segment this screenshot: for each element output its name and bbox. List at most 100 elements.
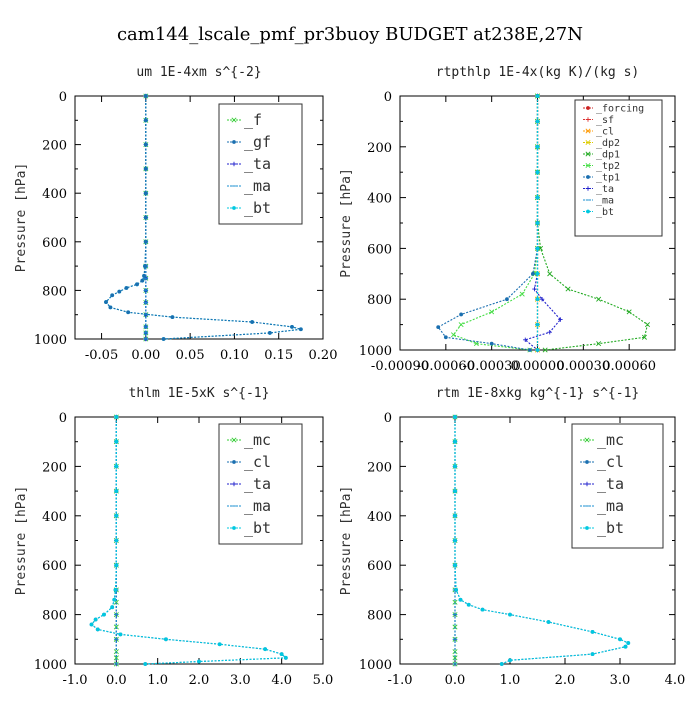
- data-point: [113, 624, 119, 630]
- series-overlay: [104, 94, 303, 341]
- panel-title: um 1E-4xm s^{-2}: [136, 65, 261, 80]
- legend-label: _bt: [244, 199, 271, 217]
- y-axis-label: Pressure [hPa]: [339, 168, 354, 278]
- data-point: [535, 322, 540, 327]
- legend-label: _dp2: [596, 138, 620, 149]
- data-point: [436, 325, 441, 330]
- series-bt: [535, 94, 540, 352]
- data-point: [118, 632, 123, 637]
- y-tick-label: 200: [42, 139, 67, 154]
- data-point: [458, 597, 463, 602]
- data-point: [452, 624, 458, 630]
- legend-label: _bt: [596, 207, 614, 218]
- data-point: [505, 297, 509, 302]
- x-tick-label: -0.00090: [371, 359, 429, 374]
- x-tick-label: 0.00060: [602, 359, 656, 374]
- x-tick-label: 0.00030: [556, 359, 610, 374]
- x-tick-label: 0.15: [264, 348, 293, 363]
- x-tick-label: 4.0: [271, 673, 292, 688]
- y-tick-label: 800: [42, 609, 67, 624]
- data-point: [535, 94, 540, 98]
- data-point: [531, 271, 535, 276]
- data-point: [143, 118, 148, 123]
- data-point: [547, 330, 552, 335]
- data-point: [623, 644, 628, 649]
- series-line: [90, 417, 288, 665]
- legend-marker: [232, 526, 236, 530]
- data-point: [466, 602, 471, 607]
- legend-marker: [586, 209, 590, 214]
- data-point: [527, 348, 532, 352]
- data-point: [443, 335, 448, 340]
- series-ta: [523, 93, 563, 353]
- data-point: [124, 286, 129, 290]
- data-point: [143, 191, 148, 196]
- data-point: [453, 489, 457, 493]
- y-tick-label: 0: [384, 411, 392, 426]
- x-tick-label: 0.00000: [511, 359, 565, 374]
- panel-4: rtm 1E-8xkg kg^{-1} s^{-1} Pressure [hPa]…: [339, 386, 685, 688]
- data-point: [126, 310, 131, 315]
- legend-label: _mc: [244, 431, 271, 449]
- x-tick-label: 3.0: [610, 673, 631, 688]
- panel-1: um 1E-4xm s^{-2} Pressure [hPa] 0 200 400 600…: [14, 65, 337, 363]
- legend-label: _cl: [244, 453, 271, 471]
- data-point: [217, 642, 222, 647]
- data-point: [110, 293, 115, 298]
- data-point: [113, 655, 119, 661]
- data-point: [459, 312, 464, 317]
- data-point: [480, 607, 485, 612]
- legend-marker: [586, 175, 590, 179]
- y-tick-label: 400: [42, 187, 67, 202]
- data-point: [542, 347, 548, 353]
- legend-label: _ta: [597, 475, 624, 493]
- legend-label: _ma: [244, 177, 271, 195]
- series-bt: [453, 415, 631, 666]
- data-point: [489, 309, 495, 315]
- legend-label: _dp1: [596, 150, 620, 161]
- y-tick-label: 200: [42, 460, 67, 475]
- data-point: [197, 659, 201, 664]
- legend-marker: [231, 481, 237, 487]
- data-point: [519, 291, 525, 297]
- panel-2: rtpthlp 1E-4x(kg K)/(kg s) Pressure [hPa]…: [339, 65, 676, 374]
- data-point: [114, 563, 119, 568]
- data-point: [114, 464, 119, 469]
- x-tick-label: 3.0: [230, 673, 251, 688]
- y-tick-label: 1000: [359, 344, 392, 359]
- y-tick-label: 600: [42, 559, 67, 574]
- y-tick-label: 400: [367, 510, 392, 525]
- legend-label: _f: [244, 111, 262, 129]
- legend-label: _mc: [597, 431, 624, 449]
- data-point: [565, 286, 571, 292]
- panel-title: rtm 1E-8xkg kg^{-1} s^{-1}: [436, 386, 640, 401]
- data-point: [453, 538, 457, 543]
- legend-marker: [232, 206, 236, 210]
- legend-label: _ta: [596, 184, 614, 195]
- data-point: [535, 246, 540, 251]
- data-point: [143, 142, 148, 147]
- y-tick-label: 0: [59, 411, 67, 426]
- legend-marker: [584, 481, 590, 487]
- y-tick-label: 400: [42, 510, 67, 525]
- data-point: [558, 317, 563, 322]
- data-point: [508, 658, 512, 663]
- y-tick-label: 400: [367, 192, 392, 207]
- x-tick-label: -1.0: [387, 673, 412, 688]
- series-line: [524, 96, 562, 351]
- legend-marker: [232, 140, 236, 144]
- data-point: [546, 620, 551, 624]
- legend-label: _gf: [244, 133, 271, 151]
- legend: _mc _cl _ta _ma _bt: [218, 423, 303, 545]
- data-point: [114, 489, 119, 493]
- y-axis-label: Pressure [hPa]: [14, 163, 29, 273]
- data-point: [110, 605, 115, 610]
- legend-label: _bt: [244, 519, 271, 537]
- data-point: [143, 662, 148, 666]
- data-point: [140, 278, 145, 283]
- y-tick-label: 200: [367, 141, 392, 156]
- data-point: [532, 286, 537, 292]
- data-point: [114, 439, 119, 444]
- data-point: [452, 599, 458, 605]
